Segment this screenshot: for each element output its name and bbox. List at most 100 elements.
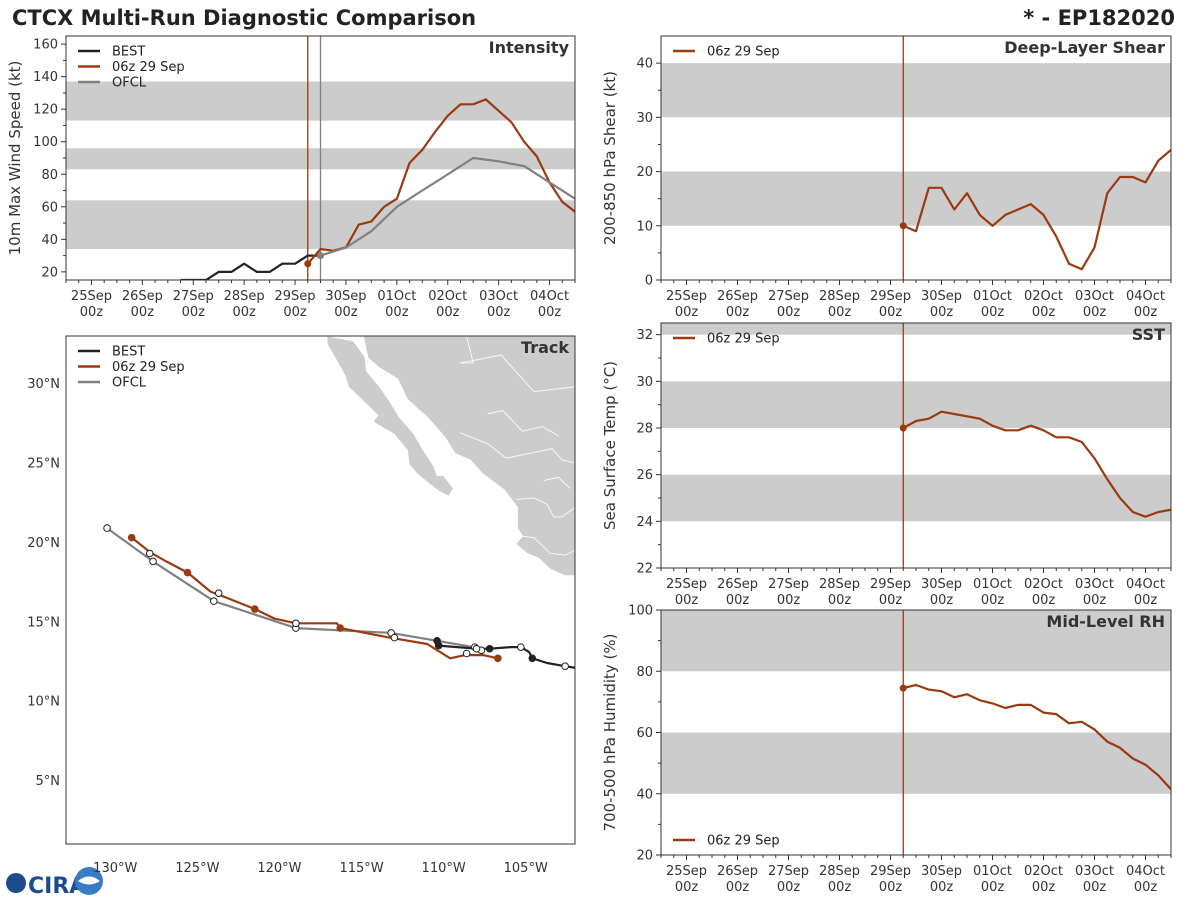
plot-area-track	[103, 336, 575, 671]
track-point	[528, 654, 537, 663]
y-tick-label: 10	[636, 219, 653, 234]
state-border	[543, 476, 571, 489]
band	[661, 474, 1171, 522]
lat-tick-label: 30°N	[27, 377, 60, 392]
state-border	[460, 336, 474, 364]
logo-wave-icon	[78, 876, 100, 885]
x-tick-sublabel: 00z	[1134, 880, 1158, 895]
track-point	[517, 643, 525, 651]
x-tick-sublabel: 00z	[1134, 305, 1158, 320]
x-tick-label: 03Oct	[1075, 577, 1114, 592]
x-tick-sublabel: 00z	[777, 593, 801, 608]
state-border	[520, 535, 575, 556]
storm-id: * - EP182020	[1023, 6, 1175, 30]
band	[661, 63, 1171, 118]
band	[661, 171, 1171, 226]
axes-frame	[65, 35, 576, 281]
y-tick-label: 100	[628, 604, 653, 619]
series-best	[180, 254, 321, 280]
x-tick-label: 02Oct	[1024, 577, 1063, 592]
band	[661, 732, 1171, 794]
plot-area-sst	[661, 323, 1171, 568]
band	[661, 323, 1171, 335]
lat-tick-label: 25°N	[27, 457, 60, 472]
x-tick-sublabel: 00z	[675, 880, 699, 895]
track-point	[214, 589, 223, 597]
series-06z-29-sep	[903, 683, 1171, 790]
legend-label: 06z 29 Sep	[707, 45, 780, 60]
x-tick-label: 27Sep	[173, 289, 214, 304]
legend-label: OFCL	[112, 76, 147, 91]
x-tick-label: 01Oct	[973, 289, 1012, 304]
track-ofcl	[106, 527, 482, 652]
state-border	[487, 410, 559, 437]
x-tick-sublabel: 00z	[675, 305, 699, 320]
x-tick-sublabel: 00z	[80, 305, 104, 320]
x-tick-label: 03Oct	[1075, 289, 1114, 304]
track-point	[149, 557, 157, 566]
cira-logo: CIRA	[6, 867, 103, 899]
x-tick-label: 30Sep	[921, 577, 962, 592]
x-tick-label: 29Sep	[870, 577, 911, 592]
x-tick-label: 25Sep	[666, 577, 707, 592]
x-tick-sublabel: 00z	[879, 593, 903, 608]
legend-label: 06z 29 Sep	[707, 834, 780, 849]
legend-label: 06z 29 Sep	[112, 60, 185, 75]
track-point	[209, 597, 218, 605]
x-tick-sublabel: 00z	[981, 305, 1005, 320]
x-tick-label: 29Sep	[275, 289, 316, 304]
lon-tick-label: 120°W	[257, 861, 301, 876]
x-tick-label: 27Sep	[768, 864, 809, 879]
y-axis-label: 200-850 hPa Shear (kt)	[601, 71, 619, 245]
y-tick-label: 30	[636, 111, 653, 126]
state-border	[460, 354, 575, 393]
lon-tick-label: 130°W	[93, 861, 137, 876]
plot-area-shear	[661, 36, 1171, 280]
legend-label: 06z 29 Sep	[112, 360, 185, 375]
y-axis-label: 10m Max Wind Speed (kt)	[6, 61, 24, 256]
figure-title: CTCX Multi-Run Diagnostic Comparison	[12, 6, 476, 30]
x-tick-sublabel: 00z	[981, 593, 1005, 608]
axes-frame	[660, 322, 1172, 569]
x-tick-sublabel: 00z	[726, 593, 750, 608]
track-point	[390, 633, 399, 642]
track-point	[292, 619, 300, 628]
y-tick-label: 20	[636, 849, 653, 864]
x-tick-label: 26Sep	[717, 289, 758, 304]
lat-tick-label: 10°N	[27, 695, 60, 710]
y-tick-label: 40	[636, 787, 653, 802]
lon-tick-label: 105°W	[504, 861, 548, 876]
x-tick-sublabel: 00z	[930, 880, 954, 895]
x-tick-sublabel: 00z	[879, 305, 903, 320]
y-tick-label: 100	[33, 135, 58, 150]
x-tick-sublabel: 00z	[1083, 305, 1107, 320]
y-axis-label: Sea Surface Temp (°C)	[601, 361, 619, 530]
y-tick-label: 20	[636, 165, 653, 180]
x-tick-label: 26Sep	[122, 289, 163, 304]
x-tick-label: 03Oct	[479, 289, 518, 304]
x-tick-sublabel: 00z	[232, 305, 256, 320]
panel-title: Intensity	[489, 38, 570, 57]
x-tick-sublabel: 00z	[385, 305, 409, 320]
y-axis-label: 700-500 hPa Humidity (%)	[601, 633, 619, 831]
x-tick-label: 30Sep	[921, 864, 962, 879]
y-tick-label: 24	[636, 515, 653, 530]
legend-label: 06z 29 Sep	[707, 332, 780, 347]
y-tick-label: 26	[636, 468, 653, 483]
track-point	[127, 533, 136, 542]
x-tick-label: 25Sep	[71, 289, 112, 304]
track-point	[103, 524, 111, 532]
x-tick-label: 26Sep	[717, 864, 758, 879]
lat-tick-label: 20°N	[27, 536, 60, 551]
series-06z-29-sep	[306, 98, 575, 265]
x-tick-sublabel: 00z	[1083, 880, 1107, 895]
legend-label: OFCL	[112, 376, 147, 391]
lon-tick-label: 110°W	[422, 861, 466, 876]
lon-tick-label: 125°W	[175, 861, 219, 876]
plot-area-intensity	[66, 36, 575, 280]
x-tick-sublabel: 00z	[182, 305, 206, 320]
x-tick-sublabel: 00z	[283, 305, 307, 320]
y-tick-label: 60	[41, 200, 58, 215]
x-tick-label: 26Sep	[717, 577, 758, 592]
panel-sst: 22242628303225Sep00z26Sep00z27Sep00z28Se…	[601, 322, 1172, 608]
